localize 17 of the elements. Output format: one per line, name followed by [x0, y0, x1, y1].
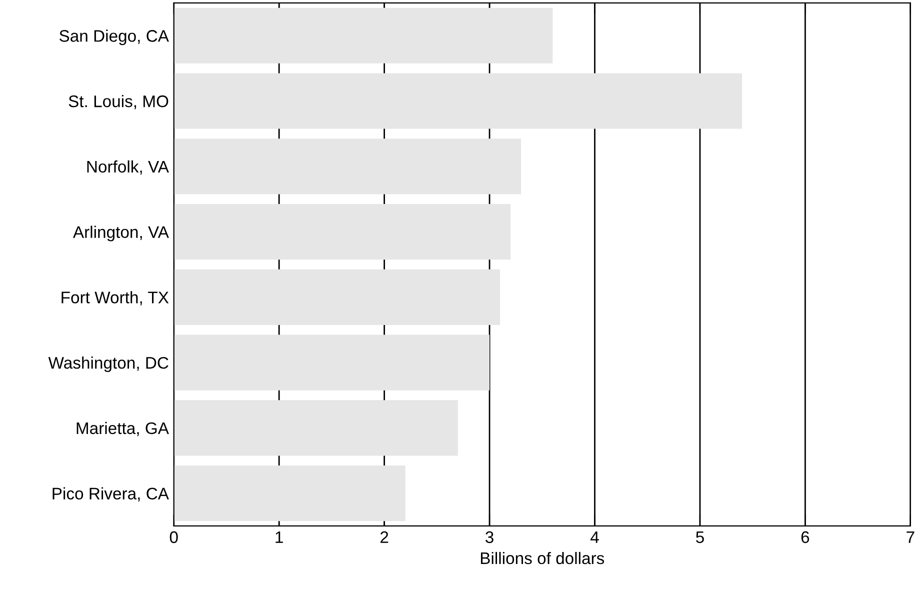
x-tick-label: 6	[801, 531, 810, 544]
x-tick-label: 2	[380, 531, 388, 543]
x-tick-label: 5	[696, 531, 704, 544]
x-tick-label: 7	[906, 531, 914, 543]
y-tick-label: Washington, DC	[48, 356, 168, 372]
x-axis-title: Billions of dollars	[480, 552, 604, 564]
y-tick-label: Pico Rivera, CA	[52, 487, 169, 502]
y-tick-label: Arlington, VA	[72, 226, 169, 242]
y-tick-label: Norfolk, VA	[87, 160, 169, 175]
x-tick-label: 1	[276, 531, 283, 543]
y-tick-label: San Diego, CA	[60, 30, 169, 46]
x-tick-label: 0	[170, 531, 178, 544]
x-tick-label: 4	[590, 531, 599, 543]
x-tick-label: 3	[486, 531, 494, 544]
y-tick-label: St. Louis, MO	[68, 94, 168, 110]
y-tick-label: Fort Worth, TX	[62, 291, 169, 306]
y-tick-label: Marietta, GA	[76, 422, 169, 436]
